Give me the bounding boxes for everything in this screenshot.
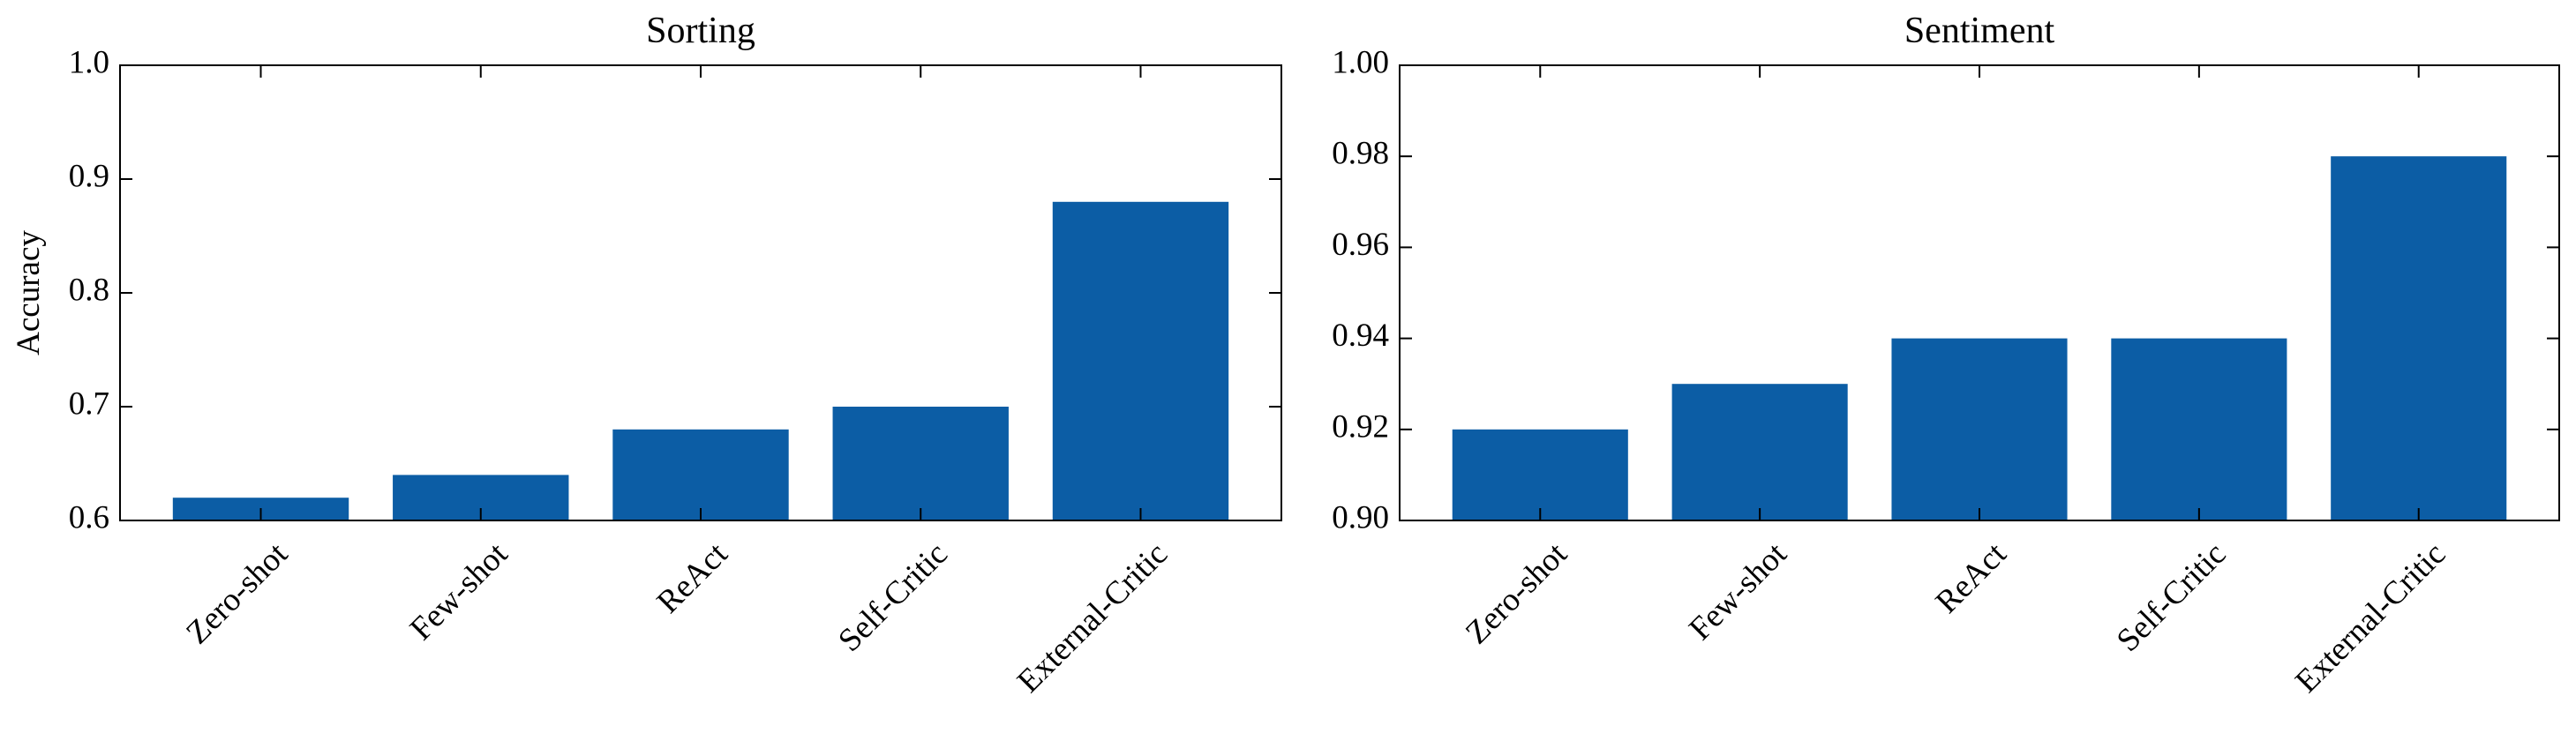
bar — [1891, 338, 2068, 520]
bar — [832, 407, 1009, 520]
x-tick-label: Zero-shot — [1459, 535, 1574, 651]
plot-frame — [119, 64, 1282, 521]
x-tick-label: Few-shot — [1682, 535, 1794, 647]
bar — [2111, 338, 2287, 520]
y-tick-label: 0.94 — [1332, 318, 1389, 354]
bar — [612, 429, 789, 520]
y-tick-label: 0.6 — [69, 499, 109, 535]
x-tick-label: ReAct — [650, 535, 735, 620]
y-tick-label: 0.7 — [69, 385, 109, 422]
y-tick-label: 1.0 — [69, 44, 109, 80]
x-tick-label: External-Critic — [1010, 535, 1175, 700]
y-tick-label: 1.00 — [1332, 44, 1389, 80]
x-tick-label: Self-Critic — [2110, 535, 2233, 658]
x-tick-label: Self-Critic — [831, 535, 954, 658]
bar — [1052, 201, 1229, 521]
x-tick-label: Zero-shot — [179, 535, 295, 651]
y-tick-label: 0.96 — [1332, 227, 1389, 263]
x-tick-label: Few-shot — [403, 535, 515, 647]
y-tick-label: 0.98 — [1332, 136, 1389, 172]
chart-title: Sorting — [646, 11, 755, 51]
chart-title: Sentiment — [1904, 11, 2055, 51]
y-axis-label: Accuracy — [11, 230, 47, 356]
bar — [2331, 156, 2507, 520]
bar — [1671, 384, 1848, 520]
y-tick-label: 0.90 — [1332, 499, 1389, 535]
x-tick-label: External-Critic — [2288, 535, 2452, 700]
y-tick-label: 0.9 — [69, 158, 109, 194]
y-tick-label: 0.8 — [69, 272, 109, 308]
y-tick-label: 0.92 — [1332, 408, 1389, 445]
x-tick-label: ReAct — [1929, 535, 2014, 620]
bar — [1452, 429, 1628, 520]
plot-frame — [1399, 64, 2560, 521]
